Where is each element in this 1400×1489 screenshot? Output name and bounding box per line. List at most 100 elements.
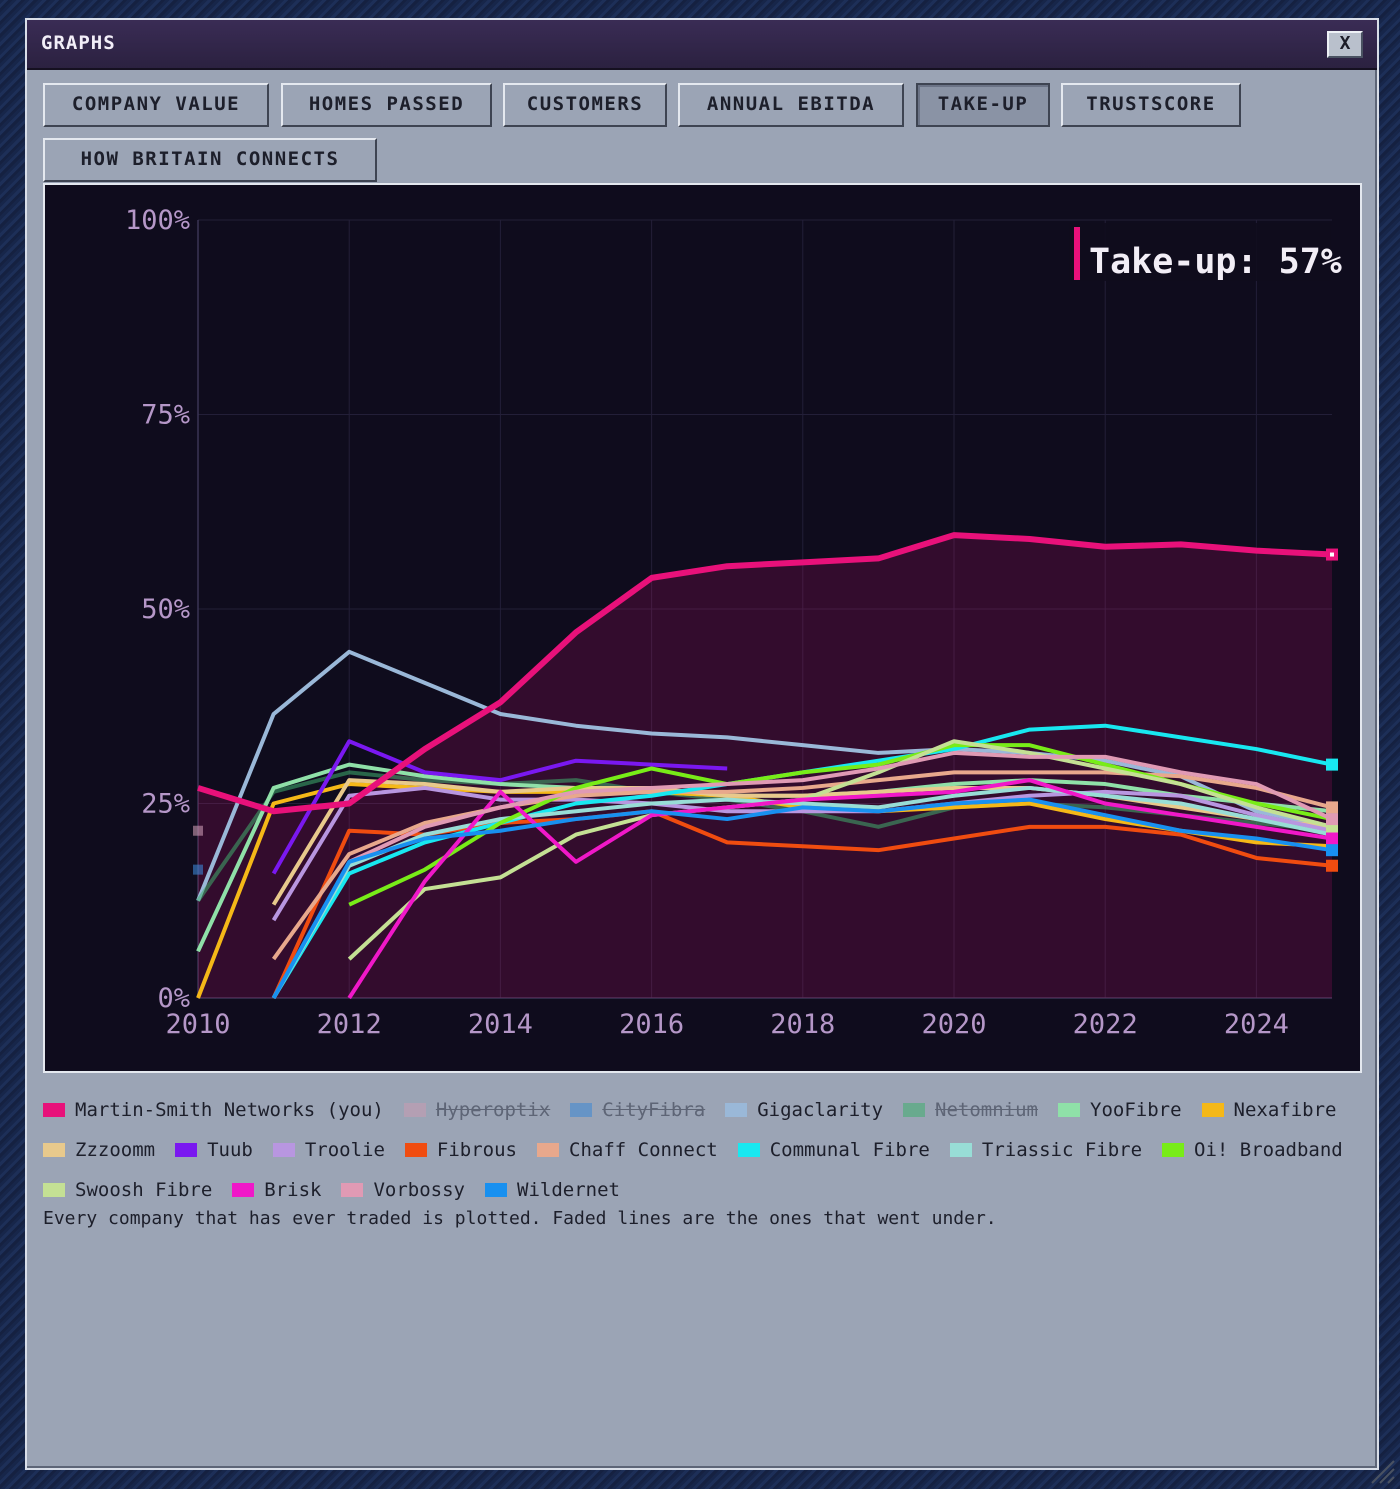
- legend-swatch: [725, 1103, 748, 1117]
- series-line-troolie: [271, 785, 1333, 922]
- legend-label: CityFibra: [602, 1099, 706, 1121]
- legend-label: Troolie: [304, 1139, 385, 1161]
- legend-label: Netomnium: [935, 1099, 1038, 1121]
- legend-swatch: [737, 1143, 760, 1157]
- tab-homes-passed[interactable]: HOMES PASSED: [281, 83, 492, 127]
- tab-trustscore[interactable]: TRUSTSCORE: [1061, 83, 1241, 127]
- legend-swatch: [949, 1143, 972, 1157]
- tab-how-britain-connects[interactable]: HOW BRITAIN CONNECTS: [43, 138, 377, 182]
- series-point-cityfibra: [193, 864, 203, 875]
- title-bar[interactable]: GRAPHS X: [27, 20, 1377, 70]
- take-up-chart: 0% 25% 50% 75% 100% 2010 2012 2014 2016 2018 2020 2…: [43, 183, 1362, 1073]
- series-end-marker-vorbossy: [1326, 813, 1338, 826]
- x-tick-label: 2016: [619, 1009, 684, 1040]
- series-line-chaff-connect: [271, 770, 1333, 961]
- series-end-marker-chaff-connect: [1326, 801, 1338, 814]
- legend-item: Communal Fibre: [737, 1130, 930, 1170]
- chart-footnote: Every company that has ever traded is pl…: [43, 1208, 997, 1229]
- series-end-marker-communal-fibre: [1326, 758, 1338, 771]
- legend-label: Triassic Fibre: [981, 1139, 1143, 1161]
- y-tick-label: 25%: [141, 789, 190, 820]
- legend-item: YooFibre: [1058, 1090, 1182, 1130]
- tab-take-up[interactable]: TAKE-UP: [916, 83, 1050, 127]
- legend-swatch: [43, 1183, 65, 1197]
- legend-label: Zzzoomm: [75, 1139, 156, 1161]
- legend-label: YooFibre: [1090, 1099, 1182, 1121]
- legend-label: Nexafibre: [1233, 1099, 1337, 1121]
- readout-color-bar: [1074, 227, 1080, 280]
- series-line-wildernet: [271, 797, 1333, 999]
- chart-plot-area: 0% 25% 50% 75% 100% 2010 2012 2014 2016 2018 2020 2…: [125, 205, 1342, 1040]
- legend-item: Hyperoptix: [403, 1090, 550, 1130]
- legend-item: Vorbossy: [341, 1170, 465, 1210]
- legend-item: Wildernet: [485, 1170, 620, 1210]
- legend-swatch: [232, 1183, 255, 1197]
- series-line-vorbossy: [348, 750, 1333, 864]
- legend-swatch: [903, 1103, 926, 1117]
- legend-item: Troolie: [272, 1130, 385, 1170]
- legend-item: Brisk: [232, 1170, 321, 1210]
- series-end-marker-brisk: [1326, 832, 1338, 845]
- series-line-triassic-fibre: [271, 785, 1333, 999]
- chart-legend: Martin-Smith Networks (you) Hyperoptix Cit…: [43, 1090, 1363, 1210]
- x-tick-label: 2018: [770, 1009, 835, 1040]
- legend-swatch: [404, 1143, 427, 1157]
- legend-label: Fibrous: [436, 1139, 517, 1161]
- legend-item: Oi! Broadband: [1162, 1130, 1343, 1170]
- tab-annual-ebitda[interactable]: ANNUAL EBITDA: [678, 83, 904, 127]
- series-line-gigaclarity: [196, 649, 1333, 902]
- legend-label: Vorbossy: [373, 1179, 465, 1201]
- legend-item: Nexafibre: [1201, 1090, 1337, 1130]
- tab-company-value[interactable]: COMPANY VALUE: [43, 83, 269, 127]
- legend-label: Oi! Broadband: [1194, 1139, 1343, 1161]
- legend-swatch: [403, 1103, 426, 1117]
- series-point-hyperoptix: [193, 825, 203, 836]
- x-tick-label: 2010: [165, 1009, 230, 1040]
- legend-swatch: [1201, 1103, 1224, 1117]
- series-line-swoosh-fibre: [347, 739, 1333, 961]
- legend-item: Gigaclarity: [725, 1090, 883, 1130]
- x-tick-label: 2022: [1073, 1009, 1138, 1040]
- legend-label: Chaff Connect: [569, 1139, 718, 1161]
- legend-swatch: [537, 1143, 559, 1157]
- series-end-marker-fibrous: [1326, 859, 1338, 872]
- legend-item: Tuub: [175, 1130, 253, 1170]
- legend-label: Gigaclarity: [757, 1099, 884, 1121]
- y-tick-label: 100%: [125, 205, 190, 236]
- legend-swatch: [341, 1183, 364, 1197]
- y-tick-label: 0%: [157, 983, 190, 1014]
- legend-label: Communal Fibre: [769, 1139, 930, 1161]
- legend-swatch: [485, 1183, 507, 1197]
- legend-swatch: [1162, 1143, 1185, 1157]
- legend-item: Fibrous: [404, 1130, 517, 1170]
- legend-swatch: [272, 1143, 295, 1157]
- series-line-zzzoomm: [271, 778, 1333, 906]
- series-line-martin-smith-networks-you: [197, 532, 1333, 815]
- legend-label: Swoosh Fibre: [75, 1179, 213, 1201]
- legend-item: Netomnium: [903, 1090, 1038, 1130]
- x-tick-label: 2024: [1224, 1009, 1289, 1040]
- legend-item: Zzzoomm: [43, 1130, 155, 1170]
- legend-label: Wildernet: [517, 1179, 620, 1201]
- legend-swatch: [43, 1103, 65, 1117]
- close-button[interactable]: X: [1327, 31, 1363, 58]
- series-end-marker-dot: [1330, 552, 1334, 557]
- tab-customers[interactable]: CUSTOMERS: [503, 83, 667, 127]
- legend-swatch: [570, 1103, 593, 1117]
- y-tick-label: 50%: [141, 594, 190, 625]
- legend-label: Brisk: [264, 1179, 322, 1201]
- legend-swatch: [1058, 1103, 1080, 1117]
- legend-label: Tuub: [207, 1139, 253, 1161]
- series-line-tuub: [271, 739, 728, 875]
- legend-item: Martin-Smith Networks (you): [43, 1090, 384, 1130]
- y-tick-label: 75%: [141, 400, 190, 431]
- x-tick-label: 2020: [921, 1009, 986, 1040]
- resize-grip-icon[interactable]: [1370, 1459, 1396, 1485]
- legend-item: CityFibra: [570, 1090, 705, 1130]
- series-end-marker-wildernet: [1326, 844, 1338, 857]
- legend-item: Triassic Fibre: [949, 1130, 1143, 1170]
- legend-item: Swoosh Fibre: [43, 1170, 212, 1210]
- readout-text: Take-up: 57%: [1089, 242, 1342, 282]
- legend-item: Chaff Connect: [537, 1130, 718, 1170]
- legend-swatch: [43, 1143, 65, 1157]
